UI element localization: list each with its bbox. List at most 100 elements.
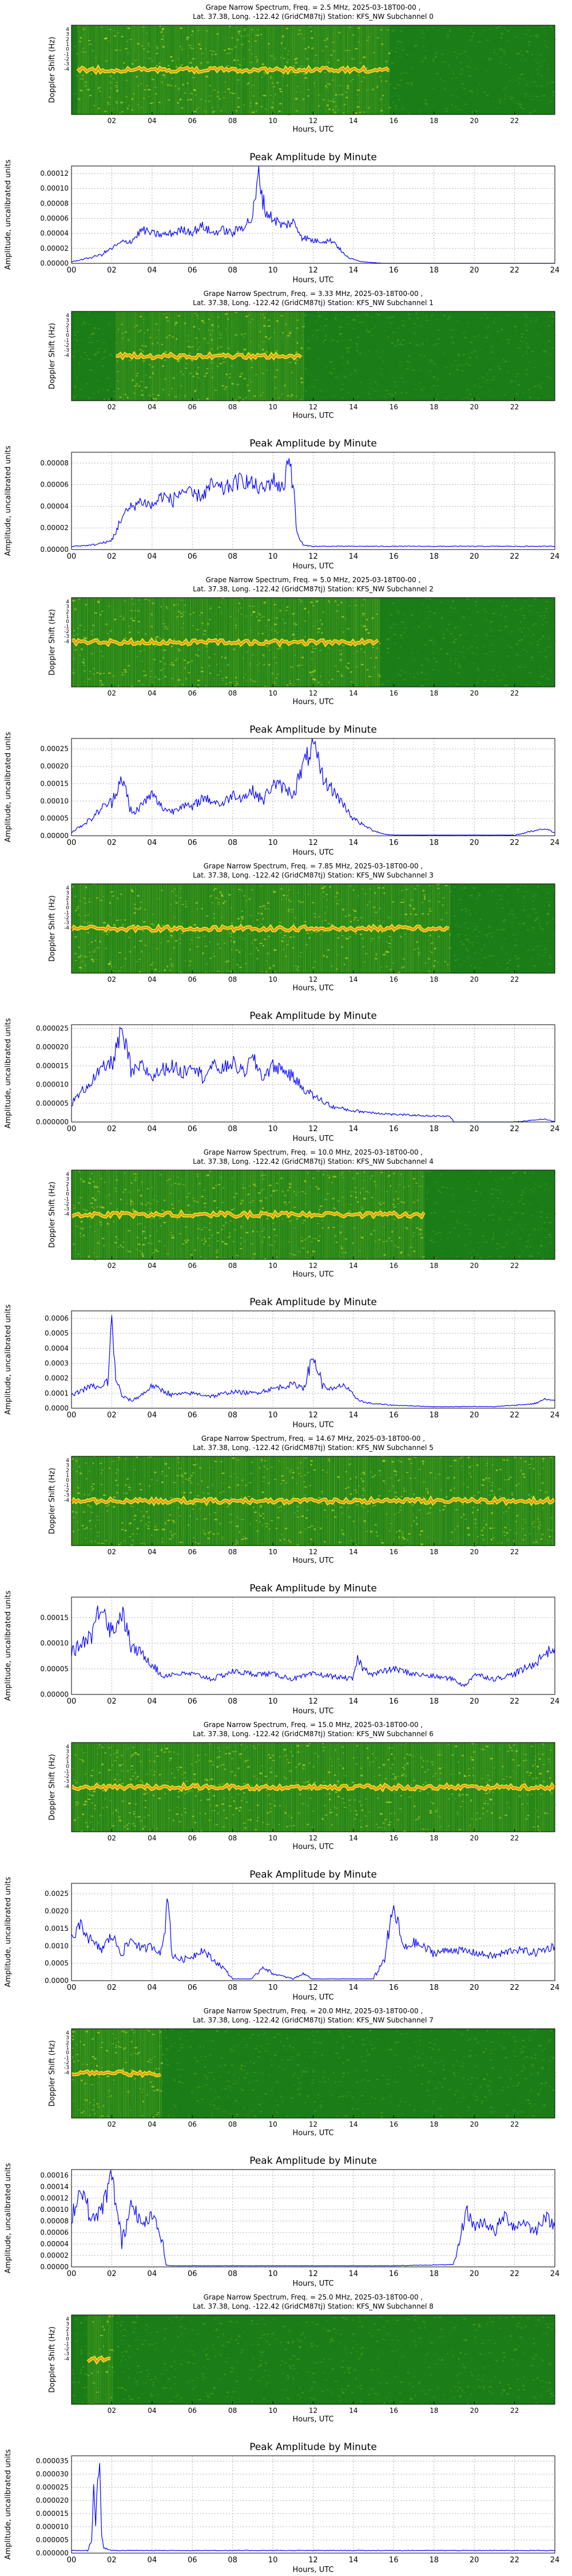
spectrogram-noise [308, 894, 309, 895]
spectrogram-noise [287, 395, 290, 397]
spectrogram-noise [138, 959, 141, 960]
spectrogram-noise [545, 33, 546, 34]
x-tick-label: 16 [389, 552, 399, 561]
spectrogram-noise [490, 1193, 494, 1195]
spectrogram-streak [274, 598, 275, 687]
spectrogram-noise [178, 650, 181, 651]
spectrogram-noise [101, 610, 104, 613]
spectrogram-noise [463, 960, 465, 962]
spectrogram-noise [420, 671, 423, 674]
spectrogram-noise [108, 963, 111, 965]
spectrogram-noise [499, 49, 501, 50]
x-tick-label: 06 [188, 839, 197, 847]
spectrogram-noise [528, 41, 530, 43]
spectrogram-noise [201, 320, 204, 322]
x-tick-label: 18 [430, 975, 438, 983]
spectrogram-noise [398, 674, 400, 675]
spectrogram-noise [311, 674, 313, 676]
spectrogram-noise [226, 65, 229, 67]
spectrogram-noise [527, 29, 530, 31]
x-tick-label: 14 [349, 552, 359, 561]
spectrogram-noise [525, 346, 528, 347]
spectrogram-noise [220, 110, 223, 112]
spectrogram-noise [347, 667, 349, 669]
spectrogram-noise [545, 622, 548, 623]
spectrogram-noise [395, 386, 397, 388]
spectrogram-noise [362, 605, 364, 606]
spectrogram-noise [141, 345, 143, 346]
spectrogram-noise [363, 77, 366, 78]
spectrogram-noise [496, 1248, 498, 1250]
spectrogram-noise [107, 102, 110, 104]
spectrogram-noise [429, 951, 432, 953]
spectrogram-noise [73, 46, 76, 48]
spectrogram-noise [521, 1198, 523, 1200]
spectrogram-noise [339, 333, 343, 335]
spectrogram-noise [474, 1215, 476, 1216]
spectrogram-noise [81, 51, 83, 53]
spectrogram-noise [304, 48, 307, 50]
spectrogram-noise [446, 629, 448, 630]
spectrogram-noise [445, 885, 448, 886]
spectrogram-noise [132, 63, 134, 65]
spectrogram-noise [468, 956, 471, 957]
spectrogram-noise [301, 901, 304, 903]
spectrogram-noise [299, 956, 301, 957]
spectrogram-noise [495, 27, 498, 29]
spectrogram-noise [542, 350, 545, 351]
spectrogram-noise [263, 602, 266, 604]
spectrogram-noise [235, 627, 236, 629]
spectrogram-noise [311, 37, 313, 39]
spectrogram-noise [211, 902, 213, 903]
spectrogram-noise [341, 384, 344, 385]
x-tick-label: 12 [309, 117, 317, 125]
spectrogram-noise [531, 958, 533, 959]
spectrogram-noise [468, 1211, 471, 1212]
spectrogram-noise [367, 632, 370, 634]
spectrogram-noise [510, 98, 512, 100]
spectrogram-noise [469, 393, 471, 395]
spectrogram-noise [113, 390, 116, 392]
spectrogram-noise [229, 616, 232, 617]
spectrogram-noise [424, 57, 427, 58]
spectrogram-noise [452, 1194, 454, 1196]
spectrogram-noise [465, 397, 467, 398]
spectrogram-noise [83, 630, 86, 631]
x-tick-label: 22 [510, 403, 519, 411]
spectrogram-noise [476, 647, 479, 649]
spectrogram-noise [290, 396, 292, 398]
spectrogram-noise [292, 634, 295, 636]
spectrogram-noise [94, 372, 96, 374]
spectrogram-noise [507, 1201, 510, 1203]
y-tick-label: 4 [66, 599, 69, 605]
spectrogram-noise [474, 967, 476, 969]
spectrogram-streak [193, 598, 194, 687]
spectrogram-noise [499, 1192, 502, 1194]
spectrogram-noise [510, 631, 513, 633]
spectrogram-noise [362, 615, 365, 617]
spectrogram-noise [136, 961, 138, 962]
x-tick-label: 08 [228, 839, 237, 847]
spectrogram-noise [363, 961, 366, 963]
spectrogram-noise [467, 397, 470, 398]
spectrogram-noise [357, 74, 360, 76]
spectrogram-noise [524, 93, 527, 95]
spectrogram-noise [359, 917, 363, 919]
spectrogram-noise [443, 314, 446, 317]
spectrogram-noise [219, 98, 221, 100]
spectrogram-noise [546, 912, 550, 915]
spectrogram-noise [541, 85, 543, 87]
spectrogram-noise [364, 651, 366, 653]
spectrogram-noise [294, 654, 296, 657]
spectrogram-noise [422, 33, 425, 34]
spectrogram-noise [475, 903, 476, 904]
spectrogram-noise [515, 958, 518, 960]
spectrogram-noise [454, 959, 457, 961]
spectrogram-noise [420, 382, 422, 384]
spectrogram-noise [80, 41, 82, 42]
spectrogram-noise [80, 954, 82, 957]
spectrogram-noise [156, 342, 158, 343]
spectrogram-noise [458, 1211, 460, 1212]
spectrogram-noise [256, 29, 260, 30]
spectrogram-noise [484, 91, 486, 93]
